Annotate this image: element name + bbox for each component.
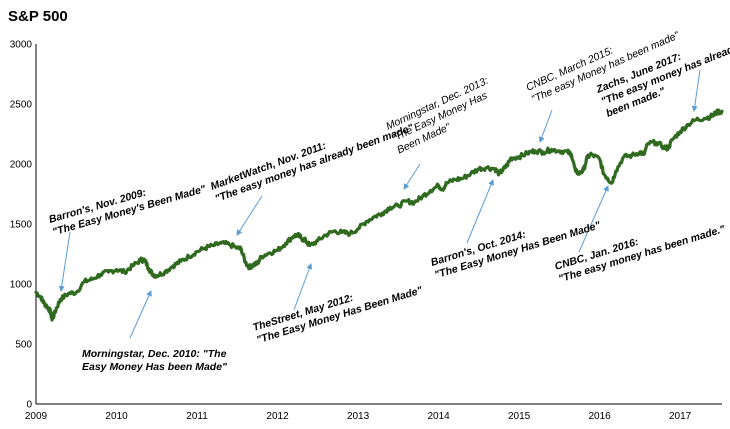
- y-tick-label: 3000: [10, 40, 33, 51]
- annotation-line: "The easy money has already been made": [213, 122, 416, 205]
- y-tick-label: 0: [26, 400, 32, 411]
- annotation-arrow: [466, 179, 494, 244]
- x-tick-label: 2015: [508, 411, 531, 422]
- y-tick-label: 1500: [10, 220, 33, 231]
- annotation-text: Morningstar, Dec. 2010: "The Easy Money H…: [82, 348, 228, 373]
- x-tick-labels: 2009 2010 2011 2012 2013 2014 2015 2016 2017: [25, 411, 692, 422]
- annotation-arrows: [58, 69, 701, 339]
- x-tick-label: 2014: [427, 411, 450, 422]
- x-tick-label: 2010: [105, 411, 128, 422]
- annotation-arrow: [538, 109, 553, 143]
- annotation-arrow: [293, 263, 313, 311]
- y-tick-label: 500: [15, 340, 32, 351]
- x-tick-label: 2017: [669, 411, 692, 422]
- annotation-arrow: [129, 290, 152, 339]
- annotation-text: TheStreet, May 2012:"The Easy Money Has …: [251, 272, 425, 347]
- annotation-arrow: [58, 231, 71, 292]
- y-tick-label: 2500: [10, 100, 33, 111]
- x-tick-label: 2012: [266, 411, 289, 422]
- x-tick-label: 2013: [347, 411, 370, 422]
- x-tick-label: 2016: [588, 411, 611, 422]
- annotation-line: Morningstar, Dec. 2010: "The: [82, 348, 227, 360]
- annotation-text: CNBC, Jan. 2016:"The easy money has been…: [553, 210, 727, 285]
- annotation-arrow: [691, 69, 701, 112]
- sp500-line: [34, 108, 724, 322]
- x-tick-label: 2009: [25, 411, 48, 422]
- annotation-text: Barron's, Nov. 2009:"The Easy Money's Be…: [48, 170, 209, 238]
- annotation-arrow: [236, 195, 263, 236]
- x-tick-label: 2011: [186, 411, 208, 422]
- annotation-arrow: [403, 163, 421, 190]
- chart-title: S&P 500: [8, 8, 68, 25]
- annotation-arrow: [578, 185, 609, 253]
- y-tick-labels: 0 500 1000 1500 2000 2500 3000: [10, 40, 33, 411]
- y-tick-label: 2000: [10, 160, 33, 171]
- annotation-line: Easy Money Has been Made": [82, 361, 228, 373]
- axes: [35, 44, 722, 405]
- annotation-text: Morningstar, Dec. 2013:"The Easy Money H…: [384, 75, 501, 157]
- y-tick-label: 1000: [10, 280, 33, 291]
- annotations: Barron's, Nov. 2009:"The Easy Money's Be…: [48, 29, 730, 373]
